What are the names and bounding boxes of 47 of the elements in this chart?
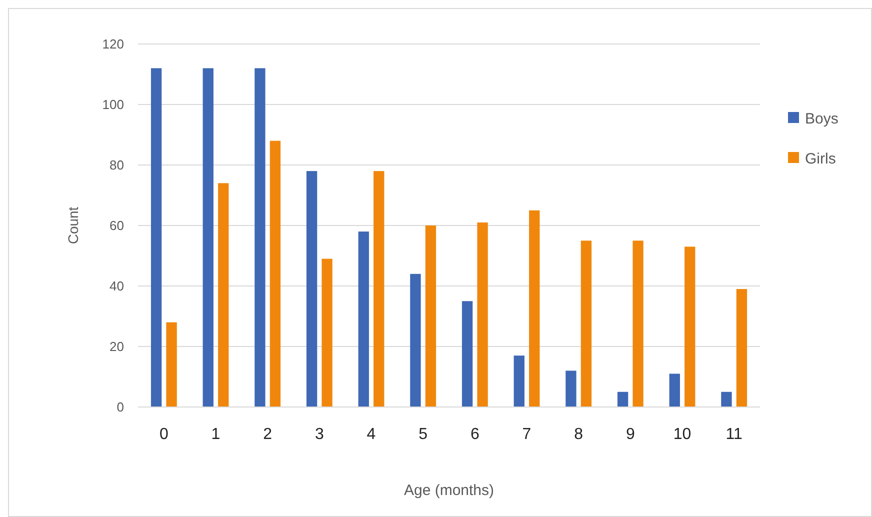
- bar: [150, 68, 162, 407]
- x-tick-label: 0: [159, 426, 168, 443]
- bar: [410, 274, 421, 407]
- y-tick-label: 60: [110, 218, 124, 234]
- bar: [736, 289, 748, 407]
- bar: [358, 232, 369, 407]
- bar: [306, 171, 318, 407]
- bar: [566, 370, 576, 407]
- x-tick-label: 1: [211, 426, 220, 443]
- y-tick-label: 100: [102, 97, 124, 112]
- x-tick-label: 8: [574, 426, 584, 443]
- x-tick-label: 9: [626, 426, 635, 443]
- bar: [270, 140, 281, 407]
- bar: [669, 374, 680, 407]
- y-axis-title: Count: [65, 206, 81, 244]
- bar: [254, 68, 266, 407]
- bar: [514, 356, 524, 407]
- x-axis-title: Age (months): [404, 482, 494, 499]
- y-tick-label: 80: [110, 158, 124, 173]
- x-tick-label: 7: [522, 426, 532, 443]
- bar: [425, 226, 436, 407]
- y-tick-label: 120: [102, 36, 124, 52]
- bar: [580, 240, 592, 407]
- x-tick-label: 2: [263, 426, 272, 443]
- bar: [477, 222, 488, 407]
- bar: [721, 392, 732, 407]
- y-tick-label: 40: [110, 278, 124, 294]
- x-tick-label: 10: [673, 426, 692, 443]
- x-tick-label: 6: [470, 426, 480, 443]
- y-tick-label: 20: [110, 339, 124, 354]
- x-tick-label: 5: [418, 426, 428, 443]
- y-tick-label: 0: [116, 400, 124, 415]
- bar: [684, 246, 696, 407]
- x-tick-label: 4: [366, 426, 376, 443]
- x-tick-label: 11: [726, 426, 742, 443]
- bar: [632, 240, 644, 407]
- legend-label: Girls: [805, 150, 836, 168]
- bar: [202, 68, 214, 407]
- bar: [166, 322, 177, 407]
- bar: [462, 301, 473, 407]
- bar: [529, 210, 540, 407]
- bar: [617, 392, 628, 407]
- legend-label: Boys: [805, 110, 838, 128]
- x-tick-label: 3: [314, 426, 324, 443]
- bar: [374, 171, 384, 407]
- bar: [322, 258, 332, 407]
- bar: [218, 183, 229, 407]
